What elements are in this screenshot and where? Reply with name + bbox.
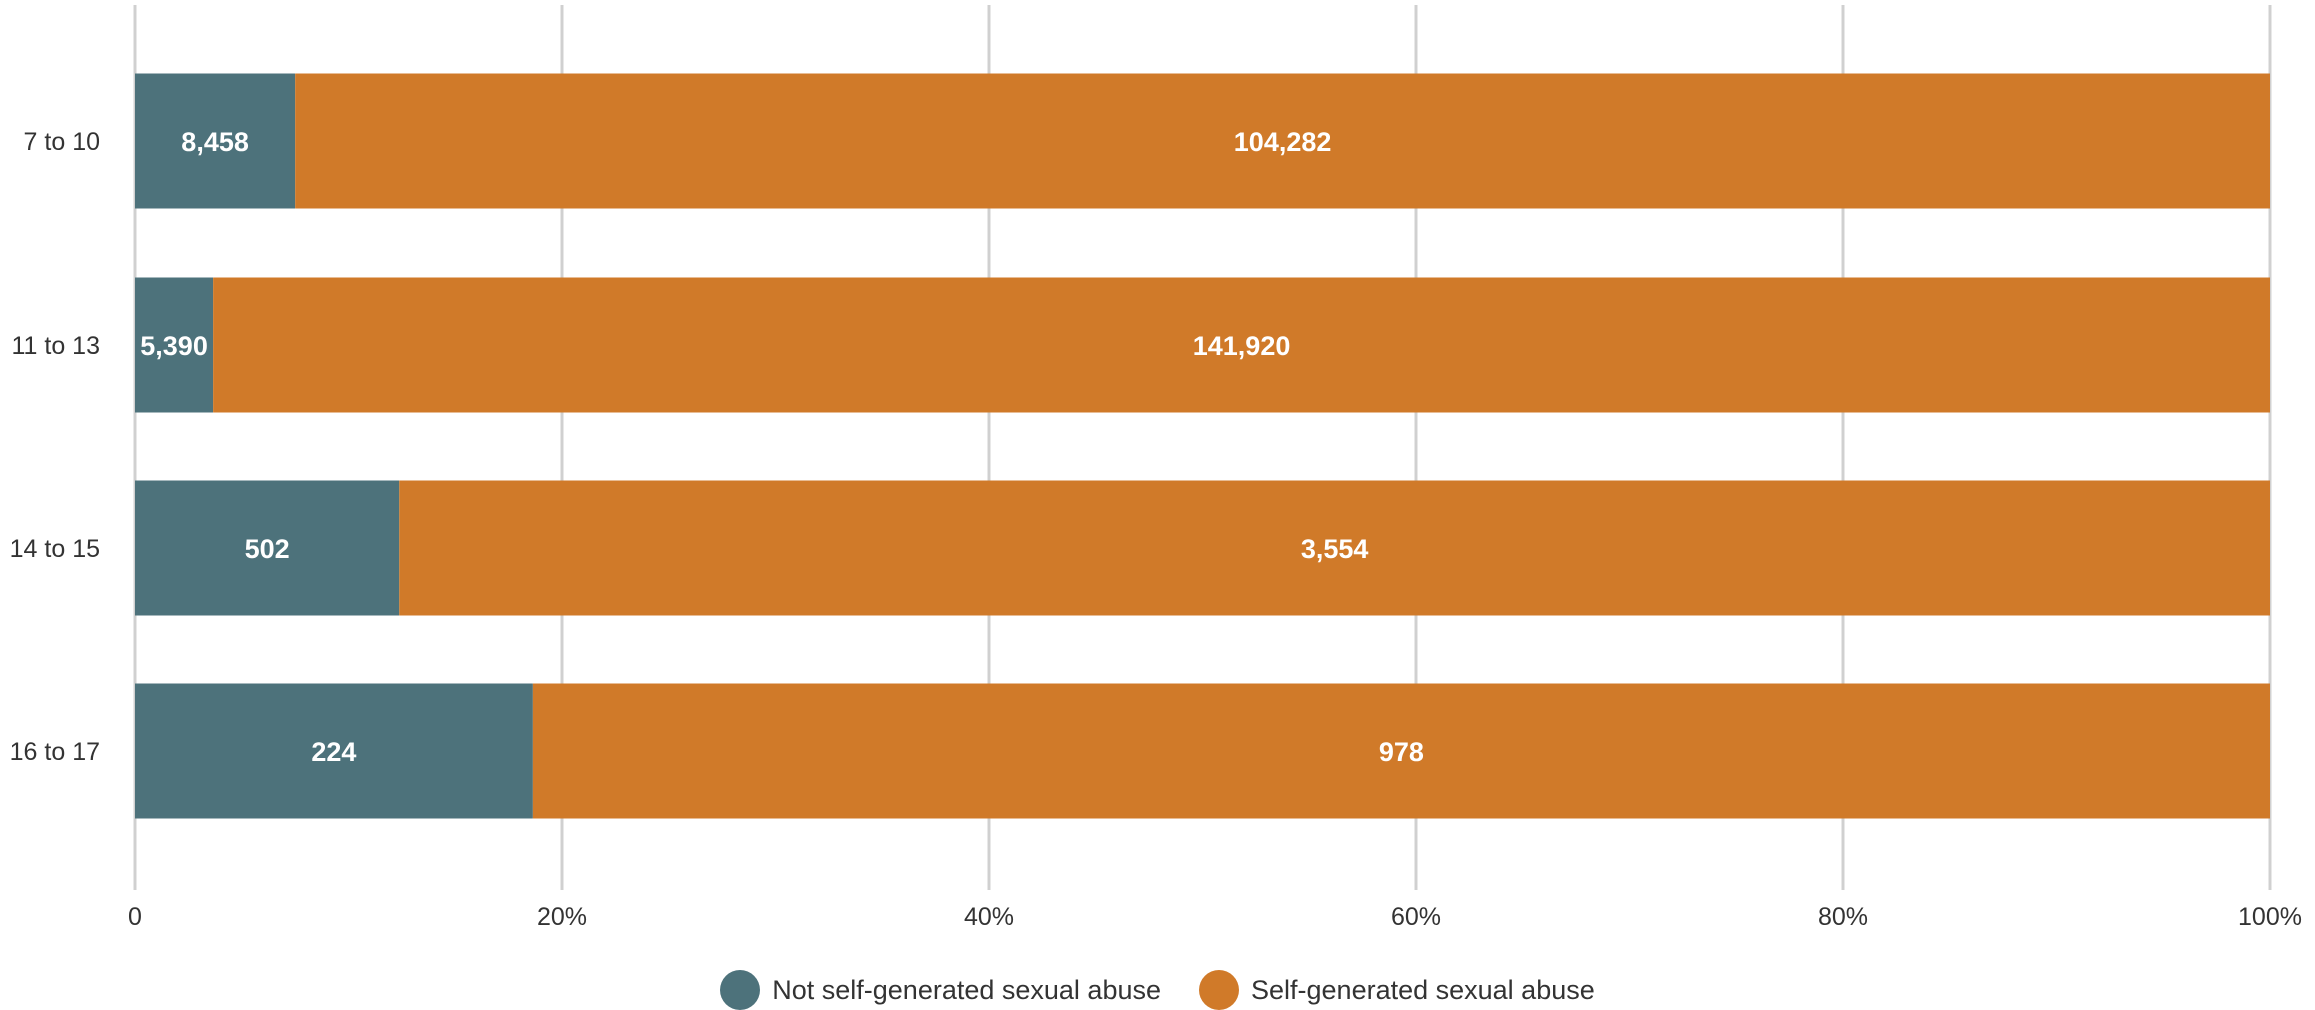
- x-tick-label: 40%: [964, 903, 1014, 931]
- x-axis: 0 20% 40% 60% 80% 100%: [128, 903, 2302, 931]
- legend-swatch-not-self-generated: [720, 970, 761, 1010]
- bar-segment: [399, 480, 2270, 616]
- legend-item-self-generated: Self-generated sexual abuse: [1199, 970, 1595, 1010]
- bar-value-label: 978: [1379, 737, 1424, 767]
- bar-value-label: 141,920: [1193, 331, 1291, 361]
- x-tick-label: 20%: [537, 903, 587, 931]
- bar-value-label: 502: [245, 534, 290, 564]
- bar-value-label: 3,554: [1301, 534, 1369, 564]
- bar-segment: [135, 277, 214, 413]
- x-tick-label: 0: [128, 903, 142, 931]
- bars: [135, 73, 2270, 819]
- bar-segment: [295, 73, 2270, 209]
- legend-swatch-self-generated: [1199, 970, 1239, 1010]
- bar-value-label: 104,282: [1234, 127, 1332, 157]
- stacked-bar-chart: 8,458 104,282 5,390 141,920 502 3,554 224 978 7…: [10, 5, 2302, 931]
- bar-segment: [135, 480, 400, 616]
- category-label: 16 to 17: [10, 738, 100, 766]
- bar-segment: [135, 73, 296, 209]
- category-label: 14 to 15: [10, 535, 100, 563]
- legend-label: Self-generated sexual abuse: [1251, 974, 1595, 1005]
- legend: Not self-generated sexual abuse Self-gen…: [0, 970, 2315, 1010]
- legend-label: Not self-generated sexual abuse: [772, 974, 1161, 1005]
- bar-segment: [213, 277, 2270, 413]
- value-labels: 8,458 104,282 5,390 141,920 502 3,554 224 978: [140, 127, 1424, 767]
- category-axis: 7 to 10 11 to 13 14 to 15 16 to 17: [10, 128, 100, 766]
- bar-value-label: 8,458: [181, 127, 249, 157]
- bar-value-label: 5,390: [140, 331, 208, 361]
- category-label: 7 to 10: [24, 128, 100, 156]
- bar-segment: [135, 683, 533, 819]
- bar-segment: [532, 683, 2270, 819]
- bar-value-label: 224: [311, 737, 356, 767]
- x-tick-label: 80%: [1818, 903, 1868, 931]
- x-tick-label: 60%: [1391, 903, 1441, 931]
- legend-item-not-self-generated: Not self-generated sexual abuse: [720, 970, 1161, 1010]
- x-tick-label: 100%: [2238, 903, 2302, 931]
- category-label: 11 to 13: [11, 332, 100, 360]
